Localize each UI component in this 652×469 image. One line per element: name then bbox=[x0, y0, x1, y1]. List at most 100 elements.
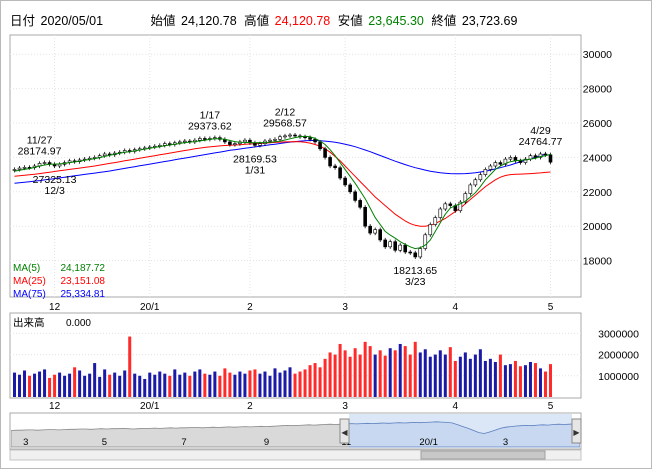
volume-bar bbox=[138, 375, 142, 397]
candle bbox=[388, 241, 393, 248]
volume-x-tick-label: 2 bbox=[247, 401, 253, 412]
candle bbox=[463, 193, 468, 203]
volume-bar bbox=[213, 371, 217, 397]
candle bbox=[478, 174, 483, 181]
volume-bar bbox=[463, 352, 467, 397]
price-grid bbox=[10, 35, 581, 297]
volume-bar bbox=[203, 373, 207, 397]
navigator-tick-label: 3 bbox=[503, 437, 508, 448]
candle bbox=[408, 251, 413, 254]
close-label: 終値 bbox=[431, 14, 457, 28]
volume-bar bbox=[143, 378, 147, 397]
candle bbox=[423, 234, 428, 249]
volume-x-tick-label: 5 bbox=[548, 401, 554, 412]
annotation-label: 3/23 bbox=[405, 276, 426, 288]
candle bbox=[293, 134, 297, 137]
navigator-right-handle[interactable]: ▶ bbox=[571, 418, 582, 444]
annotation-label: 28174.97 bbox=[18, 145, 62, 157]
annotation-label: 27325.13 bbox=[33, 174, 77, 186]
volume-bar bbox=[333, 354, 337, 397]
annotation-label: 29373.62 bbox=[188, 120, 232, 132]
candle bbox=[183, 140, 187, 143]
volume-y-tick-label: 2000000 bbox=[598, 350, 639, 362]
candle bbox=[398, 244, 403, 251]
volume-bar bbox=[418, 352, 422, 397]
candle bbox=[338, 167, 342, 179]
volume-bar bbox=[518, 366, 522, 397]
volume-bar bbox=[243, 373, 247, 397]
volume-bar bbox=[208, 374, 212, 397]
ohlc-header: 日付 2020/05/01 始値 24,120.78 高値 24,120.78 … bbox=[10, 13, 610, 29]
candle bbox=[278, 136, 282, 140]
volume-bar bbox=[443, 354, 447, 397]
candle bbox=[433, 217, 438, 225]
right-handle-icon: ▶ bbox=[573, 428, 580, 437]
volume-bar bbox=[268, 375, 272, 397]
candle bbox=[508, 157, 513, 160]
volume-bar bbox=[43, 369, 47, 397]
candle bbox=[428, 224, 433, 236]
volume-bar bbox=[168, 375, 172, 397]
annotation-label: 28169.53 bbox=[233, 154, 277, 166]
volume-bar bbox=[53, 374, 57, 397]
candle bbox=[498, 162, 503, 165]
candle bbox=[308, 137, 312, 140]
volume-bar bbox=[153, 374, 157, 397]
ma5-line bbox=[14, 135, 551, 250]
high-value: 24,120.78 bbox=[274, 14, 331, 28]
volume-bar bbox=[148, 372, 152, 397]
navigator-scroll-thumb[interactable] bbox=[420, 450, 546, 460]
candle bbox=[12, 169, 17, 171]
ma-legend: MA(5) 24,187.72 MA(25) 23,151.08 MA(75) … bbox=[13, 263, 105, 300]
candle bbox=[368, 225, 372, 234]
candle bbox=[393, 241, 398, 251]
candle bbox=[383, 239, 387, 248]
volume-x-tick-label: 20/1 bbox=[140, 401, 160, 412]
volume-bar bbox=[288, 367, 292, 397]
volume-bar bbox=[368, 346, 372, 397]
volume-bar bbox=[238, 371, 242, 397]
ma75-legend-label: MA(75) bbox=[13, 289, 46, 300]
price-x-tick-label: 4 bbox=[453, 302, 459, 313]
volume-bar bbox=[488, 358, 492, 397]
volume-bar bbox=[438, 350, 442, 397]
high-label: 高値 bbox=[244, 14, 270, 28]
candle bbox=[228, 141, 232, 145]
volume-bar bbox=[538, 368, 542, 397]
candle bbox=[42, 162, 47, 164]
volume-bar bbox=[398, 343, 402, 397]
navigator-left-handle[interactable]: ◀ bbox=[339, 418, 350, 444]
annotation-label: 12/3 bbox=[44, 185, 65, 197]
candle bbox=[448, 203, 453, 206]
volume-bar bbox=[313, 363, 317, 397]
annotation-label: 1/17 bbox=[200, 109, 221, 121]
navigator-scrollbar[interactable] bbox=[9, 449, 582, 461]
volume-bar bbox=[113, 372, 117, 397]
volume-bar bbox=[533, 363, 537, 397]
candle bbox=[333, 165, 337, 169]
volume-bar bbox=[308, 365, 312, 397]
price-y-tick-label: 30000 bbox=[583, 49, 612, 61]
volume-bar bbox=[93, 363, 97, 397]
price-x-tick-label: 2 bbox=[247, 302, 253, 313]
volume-x-tick-label: 12 bbox=[49, 401, 61, 412]
volume-bar bbox=[198, 369, 202, 397]
candle bbox=[303, 136, 307, 139]
volume-bar bbox=[48, 377, 52, 397]
volume-bar bbox=[263, 371, 267, 397]
candle bbox=[378, 229, 382, 241]
candle bbox=[243, 139, 247, 143]
candle bbox=[403, 244, 408, 253]
candle bbox=[57, 163, 62, 167]
candle bbox=[22, 167, 27, 169]
volume-bar bbox=[98, 376, 102, 397]
candle bbox=[483, 169, 488, 175]
volume-bar bbox=[13, 372, 17, 397]
candle bbox=[313, 139, 317, 143]
candle bbox=[17, 167, 22, 170]
volume-bar bbox=[503, 365, 507, 397]
volume-bar bbox=[403, 346, 407, 397]
candle bbox=[473, 179, 478, 186]
